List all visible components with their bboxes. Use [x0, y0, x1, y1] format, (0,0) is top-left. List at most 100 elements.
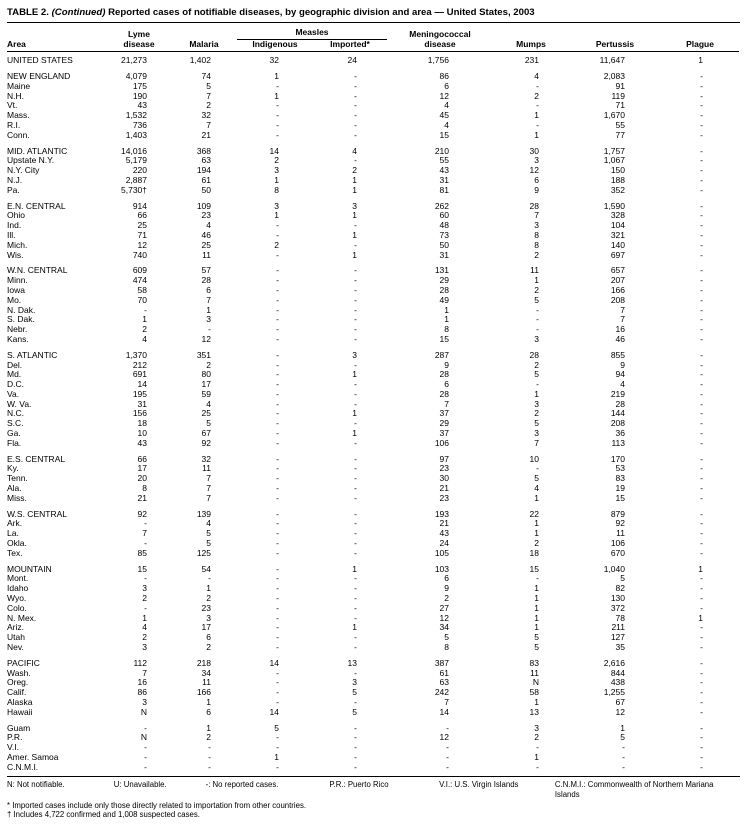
value-cell: - — [354, 742, 357, 753]
value-cell: 16 — [615, 324, 625, 335]
value-cell: - — [354, 722, 357, 733]
table-row: Upstate N.Y. 5,179 63 2 - 55 3 1,067 - — [7, 156, 739, 166]
area-cell: La. — [7, 528, 19, 539]
value-cell: - — [536, 304, 539, 315]
key-cnmi: C.N.M.I.: Commonwealth of Northern Maria… — [554, 779, 714, 799]
value-cell: - — [354, 333, 357, 344]
value-cell: 81 — [439, 184, 449, 195]
value-cell: 351 — [196, 349, 211, 360]
value-cell: - — [354, 453, 357, 464]
value-cell: - — [208, 742, 211, 753]
value-cell: - — [700, 751, 703, 762]
value-cell: - — [276, 463, 279, 474]
value-cell: 19 — [615, 483, 625, 494]
value-cell: - — [276, 100, 279, 111]
value-cell: 1,670 — [603, 110, 625, 121]
value-cell: - — [700, 706, 703, 717]
table-row: Calif. 86 166 - 5 242 58 1,255 - — [7, 687, 739, 698]
value-cell: 6 — [206, 706, 211, 717]
value-cell: - — [700, 184, 703, 195]
value-cell: 4,079 — [125, 70, 147, 81]
value-cell: 130 — [610, 593, 625, 604]
value-cell: 1 — [352, 210, 357, 221]
value-cell: 106 — [610, 538, 625, 549]
value-cell: - — [700, 463, 703, 474]
area-cell: Fla. — [7, 437, 22, 448]
value-cell: 6 — [206, 632, 211, 643]
value-cell: N — [140, 732, 147, 743]
value-cell: - — [700, 642, 703, 653]
table-row: N. Mex. 1 3 - - 12 1 78 1 — [7, 612, 739, 624]
value-cell: 12 — [439, 612, 449, 623]
value-cell: - — [536, 314, 539, 325]
value-cell: 7 — [206, 294, 211, 305]
value-cell: 97 — [439, 453, 449, 464]
value-cell: 83 — [529, 657, 539, 668]
value-cell: 691 — [132, 369, 147, 380]
area-cell: Guam — [7, 722, 31, 733]
table-row: Ind. 25 4 - - 48 3 104 - — [7, 220, 739, 231]
value-cell: 1,756 — [427, 55, 449, 66]
value-cell: - — [536, 324, 539, 335]
value-cell: - — [536, 742, 539, 753]
value-cell: 17 — [201, 622, 211, 633]
header-malaria: Malaria — [171, 39, 237, 53]
value-cell: - — [276, 369, 279, 380]
value-cell: - — [276, 249, 279, 260]
area-cell: Mass. — [7, 110, 30, 121]
value-cell: 1,403 — [125, 129, 147, 140]
value-cell: 29 — [439, 275, 449, 286]
value-cell: 131 — [434, 265, 449, 276]
value-cell: - — [622, 761, 625, 772]
value-cell: 7 — [444, 398, 449, 409]
area-cell: N. Mex. — [7, 612, 37, 623]
value-cell: 1 — [534, 751, 539, 762]
value-cell: 30 — [439, 473, 449, 484]
value-cell: 2 — [274, 155, 279, 166]
value-cell: 23 — [201, 210, 211, 221]
value-cell: 3 — [206, 612, 211, 623]
value-cell: 740 — [132, 249, 147, 260]
value-cell: - — [276, 437, 279, 448]
value-cell: 5 — [620, 732, 625, 743]
value-cell: 2 — [444, 593, 449, 604]
title-prefix: TABLE 2. — [7, 7, 52, 18]
table-row: N.C. 156 25 - 1 37 2 144 - — [7, 409, 739, 419]
header-row-group: Lyme Measles Meningococcal — [7, 24, 739, 40]
value-cell: 6 — [206, 284, 211, 295]
value-cell: 3 — [352, 677, 357, 688]
area-cell: Ky. — [7, 463, 19, 474]
value-cell: - — [276, 563, 279, 574]
value-cell: 21,273 — [121, 55, 147, 66]
value-cell: - — [354, 583, 357, 594]
value-cell: 855 — [610, 349, 625, 360]
table-row: Guam - 1 5 - - 3 1 - — [7, 718, 739, 734]
value-cell: 2 — [534, 284, 539, 295]
value-cell: 15 — [615, 492, 625, 503]
value-cell: 193 — [434, 508, 449, 519]
value-cell: - — [354, 547, 357, 558]
value-cell: N — [140, 706, 147, 717]
table-row: S.C. 18 5 - - 29 5 208 - — [7, 418, 739, 429]
header-lyme-line1: Lyme — [128, 28, 150, 39]
value-cell: 92 — [137, 508, 147, 519]
area-cell: V.I. — [7, 742, 19, 753]
value-cell: - — [354, 304, 357, 315]
value-cell: - — [276, 418, 279, 429]
value-cell: 387 — [434, 657, 449, 668]
value-cell: 13 — [529, 706, 539, 717]
value-cell: 8 — [534, 229, 539, 240]
value-cell: - — [700, 70, 703, 81]
value-cell: - — [354, 518, 357, 529]
value-cell: 175 — [132, 80, 147, 91]
table-row: Mont. - - - - 6 - 5 - — [7, 574, 739, 584]
value-cell: - — [700, 284, 703, 295]
value-cell: 78 — [615, 612, 625, 623]
value-cell: - — [700, 602, 703, 613]
table-row: S. ATLANTIC 1,370 351 - 3 287 28 855 - — [7, 345, 739, 361]
value-cell: 15 — [439, 333, 449, 344]
document-page: TABLE 2. (Continued) Reported cases of n… — [7, 7, 740, 819]
value-cell: - — [700, 428, 703, 439]
value-cell: 5 — [534, 632, 539, 643]
value-cell: - — [276, 473, 279, 484]
